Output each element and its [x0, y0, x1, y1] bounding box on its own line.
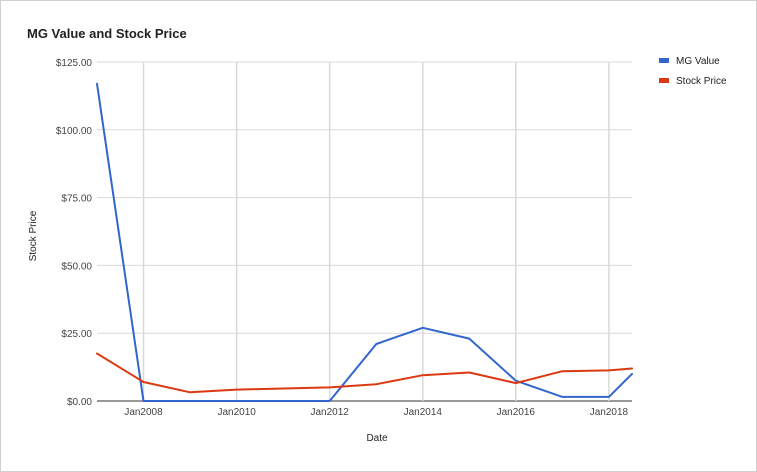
y-tick-label: $100.00 [56, 126, 93, 137]
legend: MG Value Stock Price [659, 56, 727, 87]
legend-swatch [659, 78, 669, 83]
y-axis-ticks: $0.00 $25.00 $50.00 $75.00 $100.00 $125.00 [56, 58, 93, 408]
grid-lines [97, 61, 632, 402]
legend-label: MG Value [676, 56, 720, 67]
series-line-stock-price [96, 352, 633, 394]
x-tick-label: Jan2016 [497, 407, 536, 418]
legend-item-stock-price[interactable]: Stock Price [659, 76, 727, 87]
x-tick-label: Jan2018 [590, 407, 629, 418]
x-tick-label: Jan2012 [310, 407, 349, 418]
legend-swatch [659, 58, 669, 63]
legend-label: Stock Price [676, 76, 727, 87]
y-tick-label: $125.00 [56, 58, 93, 69]
y-tick-label: $0.00 [67, 397, 92, 408]
series-line-mg-value [96, 82, 633, 402]
x-tick-label: Jan2010 [217, 407, 256, 418]
x-axis-ticks: Jan2008 Jan2010 Jan2012 Jan2014 Jan2016 Jan20… [124, 407, 628, 418]
chart-title: MG Value and Stock Price [27, 26, 187, 41]
x-tick-label: Jan2008 [124, 407, 163, 418]
legend-item-mg-value[interactable]: MG Value [659, 56, 720, 67]
y-tick-label: $50.00 [61, 261, 92, 272]
x-tick-label: Jan2014 [404, 407, 443, 418]
y-tick-label: $75.00 [61, 194, 92, 205]
x-axis-title: Date [366, 433, 388, 444]
y-axis-title: Stock Price [28, 210, 39, 261]
y-tick-label: $25.00 [61, 329, 92, 340]
series-lines [96, 82, 633, 402]
